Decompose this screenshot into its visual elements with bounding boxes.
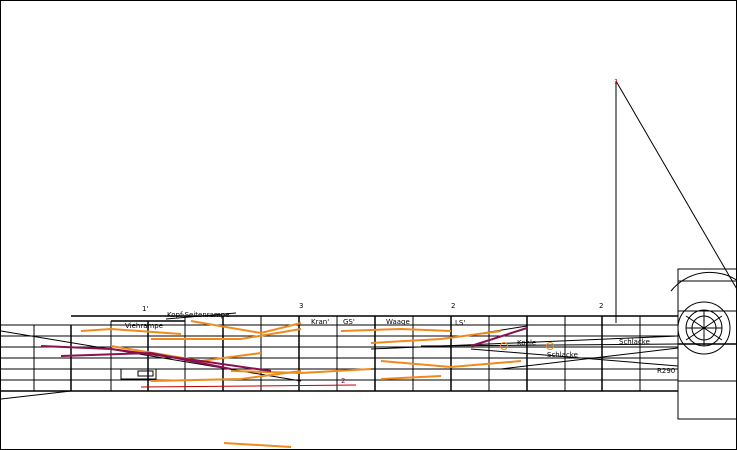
marker-label: 2: [599, 302, 603, 310]
marker-label: 3: [299, 302, 303, 310]
switches-orange: [80, 320, 554, 448]
schlacke-label: Schlacke: [619, 338, 650, 346]
ls-label: LS': [455, 319, 465, 327]
marker-label: 1: [614, 78, 618, 86]
red-track: [140, 384, 357, 388]
marker-label: 2: [451, 302, 455, 310]
waage-label: Waage: [386, 318, 410, 326]
switches-purple: [40, 327, 528, 372]
marker-label: 2: [341, 377, 345, 385]
kohle-label: Kohle: [517, 339, 536, 347]
labels: 1' Kopf-Seitenrampe Viehrampe 3 Kran' GS…: [125, 78, 675, 385]
kran-label: Kran': [311, 318, 329, 326]
viehrampe-label: Viehrampe: [125, 322, 163, 330]
marker-label: 1': [142, 305, 148, 313]
schlacke-label: Schlacke: [547, 351, 578, 359]
track-grid: [1, 312, 679, 400]
gs-label: GS': [343, 318, 355, 326]
right-structure: [615, 80, 736, 420]
kopf-seitenrampe-label: Kopf-Seitenrampe: [167, 311, 230, 319]
radius-label: R290: [657, 367, 675, 375]
